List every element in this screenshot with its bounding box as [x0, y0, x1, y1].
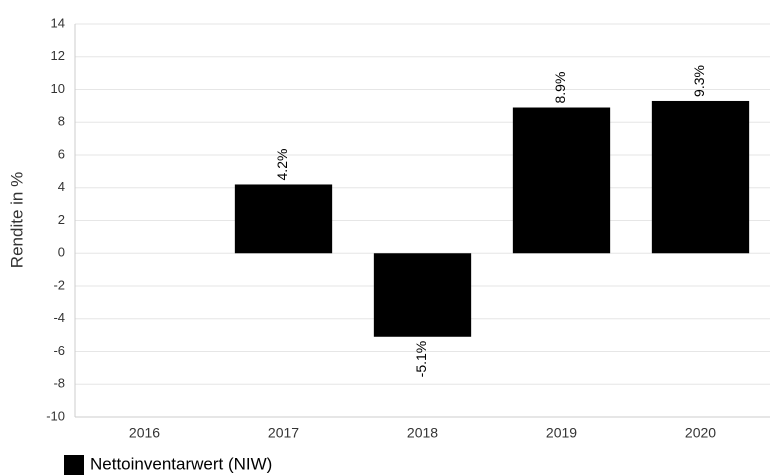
x-tick-label: 2019 — [546, 425, 577, 441]
bar — [373, 253, 472, 337]
value-label: 8.9% — [552, 72, 568, 104]
y-tick-label: 2 — [58, 212, 65, 227]
x-tick-label: 2020 — [685, 425, 716, 441]
y-tick-label: -10 — [46, 408, 65, 423]
y-tick-label: 4 — [58, 179, 65, 194]
legend-swatch — [64, 455, 84, 475]
y-tick-label: 10 — [51, 81, 65, 96]
y-tick-label: -8 — [53, 376, 65, 391]
y-tick-label: -6 — [53, 343, 65, 358]
bar — [651, 100, 750, 254]
y-axis-label: Rendite in % — [7, 172, 26, 268]
y-tick-label: 12 — [51, 48, 65, 63]
y-tick-label: -2 — [53, 277, 65, 292]
x-tick-label: 2018 — [407, 425, 438, 441]
value-label: 9.3% — [691, 65, 707, 97]
y-tick-label: 8 — [58, 114, 65, 129]
y-tick-label: -4 — [53, 310, 65, 325]
y-tick-label: 14 — [51, 15, 65, 30]
bar — [234, 184, 333, 254]
value-label: -5.1% — [413, 341, 429, 378]
x-tick-label: 2016 — [129, 425, 160, 441]
y-tick-label: 0 — [58, 245, 65, 260]
y-tick-label: 6 — [58, 146, 65, 161]
value-label: 4.2% — [274, 149, 290, 181]
bar — [512, 107, 611, 254]
x-tick-label: 2017 — [268, 425, 299, 441]
legend-label: Nettoinventarwert (NIW) — [90, 454, 272, 473]
